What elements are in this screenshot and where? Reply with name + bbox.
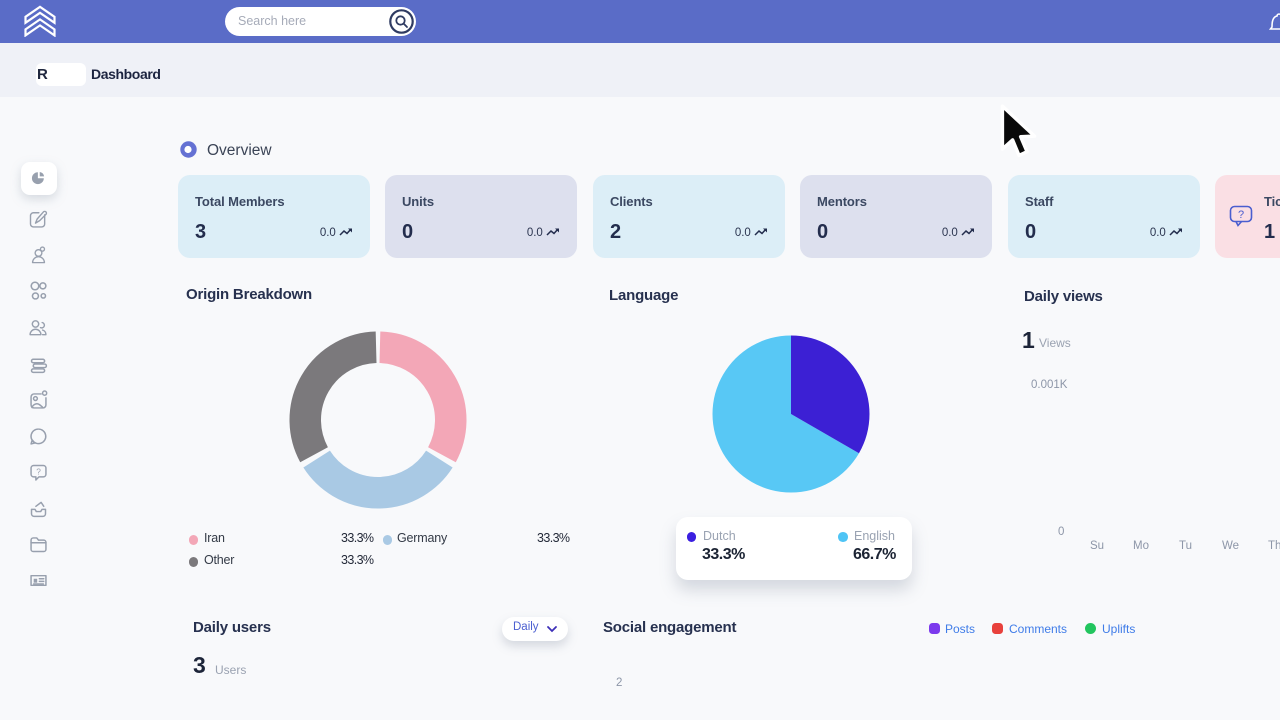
svg-text:?: ? [36, 467, 41, 477]
svg-text:?: ? [1238, 209, 1244, 221]
